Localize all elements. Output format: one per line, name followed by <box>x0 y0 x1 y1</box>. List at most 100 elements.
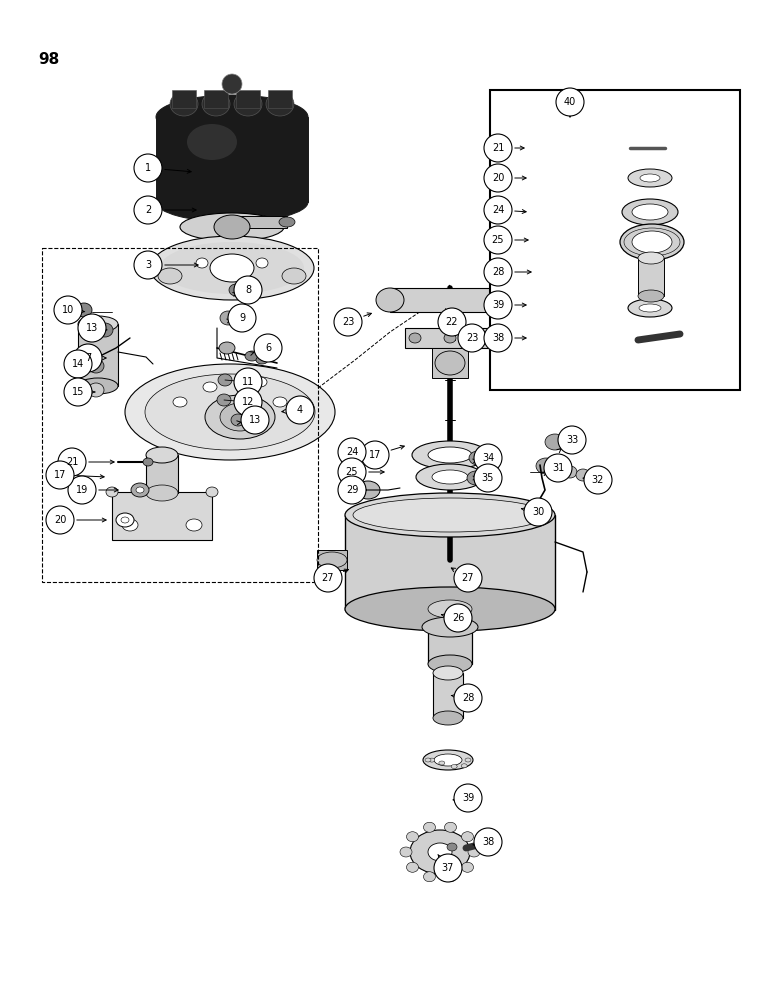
Ellipse shape <box>231 414 245 426</box>
Text: 13: 13 <box>249 415 261 425</box>
Ellipse shape <box>122 519 138 531</box>
Circle shape <box>134 154 162 182</box>
Bar <box>405 328 495 348</box>
Ellipse shape <box>428 447 472 463</box>
Ellipse shape <box>628 169 672 187</box>
Ellipse shape <box>409 333 421 343</box>
Circle shape <box>74 344 102 372</box>
Ellipse shape <box>632 231 672 253</box>
Ellipse shape <box>76 303 92 317</box>
Ellipse shape <box>433 666 463 680</box>
Ellipse shape <box>465 758 471 762</box>
Text: 35: 35 <box>482 473 494 483</box>
Ellipse shape <box>549 469 563 481</box>
Text: 32: 32 <box>592 475 604 485</box>
Ellipse shape <box>220 403 260 431</box>
Circle shape <box>78 314 106 342</box>
Ellipse shape <box>462 862 473 872</box>
Circle shape <box>484 196 512 224</box>
Circle shape <box>474 464 502 492</box>
Ellipse shape <box>416 464 484 490</box>
Ellipse shape <box>467 471 485 485</box>
Ellipse shape <box>121 517 129 523</box>
Ellipse shape <box>356 481 380 499</box>
Circle shape <box>361 441 389 469</box>
Circle shape <box>134 251 162 279</box>
Circle shape <box>134 196 162 224</box>
Ellipse shape <box>220 311 236 325</box>
Text: 24: 24 <box>492 205 504 215</box>
Ellipse shape <box>428 655 472 673</box>
Bar <box>146 455 178 493</box>
Ellipse shape <box>158 268 182 284</box>
Ellipse shape <box>353 498 547 532</box>
Ellipse shape <box>125 364 335 460</box>
Text: 9: 9 <box>239 313 245 323</box>
Text: 10: 10 <box>62 305 74 315</box>
Circle shape <box>474 444 502 472</box>
Ellipse shape <box>444 333 456 343</box>
Circle shape <box>314 564 342 592</box>
Ellipse shape <box>425 758 431 762</box>
Ellipse shape <box>156 95 308 139</box>
Text: 98: 98 <box>38 52 59 67</box>
Ellipse shape <box>428 600 472 618</box>
Circle shape <box>438 308 466 336</box>
Ellipse shape <box>256 258 268 268</box>
Circle shape <box>484 258 512 286</box>
Ellipse shape <box>106 487 118 497</box>
Ellipse shape <box>187 124 237 160</box>
Circle shape <box>556 88 584 116</box>
Circle shape <box>234 276 262 304</box>
Ellipse shape <box>282 268 306 284</box>
Ellipse shape <box>245 351 259 361</box>
Ellipse shape <box>203 382 217 392</box>
Text: 24: 24 <box>346 447 358 457</box>
Circle shape <box>334 308 362 336</box>
Circle shape <box>454 684 482 712</box>
Ellipse shape <box>180 213 284 241</box>
Ellipse shape <box>632 204 668 220</box>
Bar <box>42 248 318 582</box>
Ellipse shape <box>620 224 684 260</box>
Circle shape <box>286 396 314 424</box>
Circle shape <box>64 378 92 406</box>
Ellipse shape <box>462 832 473 842</box>
Text: 33: 33 <box>566 435 578 445</box>
Ellipse shape <box>461 764 467 768</box>
Bar <box>236 90 260 108</box>
Circle shape <box>454 784 482 812</box>
Bar <box>78 324 118 386</box>
Ellipse shape <box>234 92 262 116</box>
Ellipse shape <box>173 397 187 407</box>
Ellipse shape <box>219 342 235 354</box>
Ellipse shape <box>422 617 478 637</box>
Ellipse shape <box>640 174 660 182</box>
Circle shape <box>241 406 269 434</box>
Ellipse shape <box>218 374 232 386</box>
Circle shape <box>58 448 86 476</box>
Circle shape <box>524 498 552 526</box>
Text: 17: 17 <box>369 450 381 460</box>
Text: 12: 12 <box>242 397 254 407</box>
Bar <box>112 492 212 540</box>
Text: 27: 27 <box>462 573 474 583</box>
Circle shape <box>484 164 512 192</box>
Text: 39: 39 <box>492 300 504 310</box>
Text: 30: 30 <box>532 507 544 517</box>
Text: 34: 34 <box>482 453 494 463</box>
Ellipse shape <box>273 397 287 407</box>
Ellipse shape <box>186 519 202 531</box>
Ellipse shape <box>116 513 134 527</box>
Circle shape <box>434 854 462 882</box>
Circle shape <box>458 324 486 352</box>
Ellipse shape <box>157 182 307 218</box>
Ellipse shape <box>447 843 457 851</box>
Ellipse shape <box>317 552 347 568</box>
Ellipse shape <box>206 487 218 497</box>
Text: 38: 38 <box>492 333 504 343</box>
Ellipse shape <box>638 252 664 264</box>
Ellipse shape <box>345 493 555 537</box>
Ellipse shape <box>88 383 104 397</box>
Circle shape <box>484 291 512 319</box>
